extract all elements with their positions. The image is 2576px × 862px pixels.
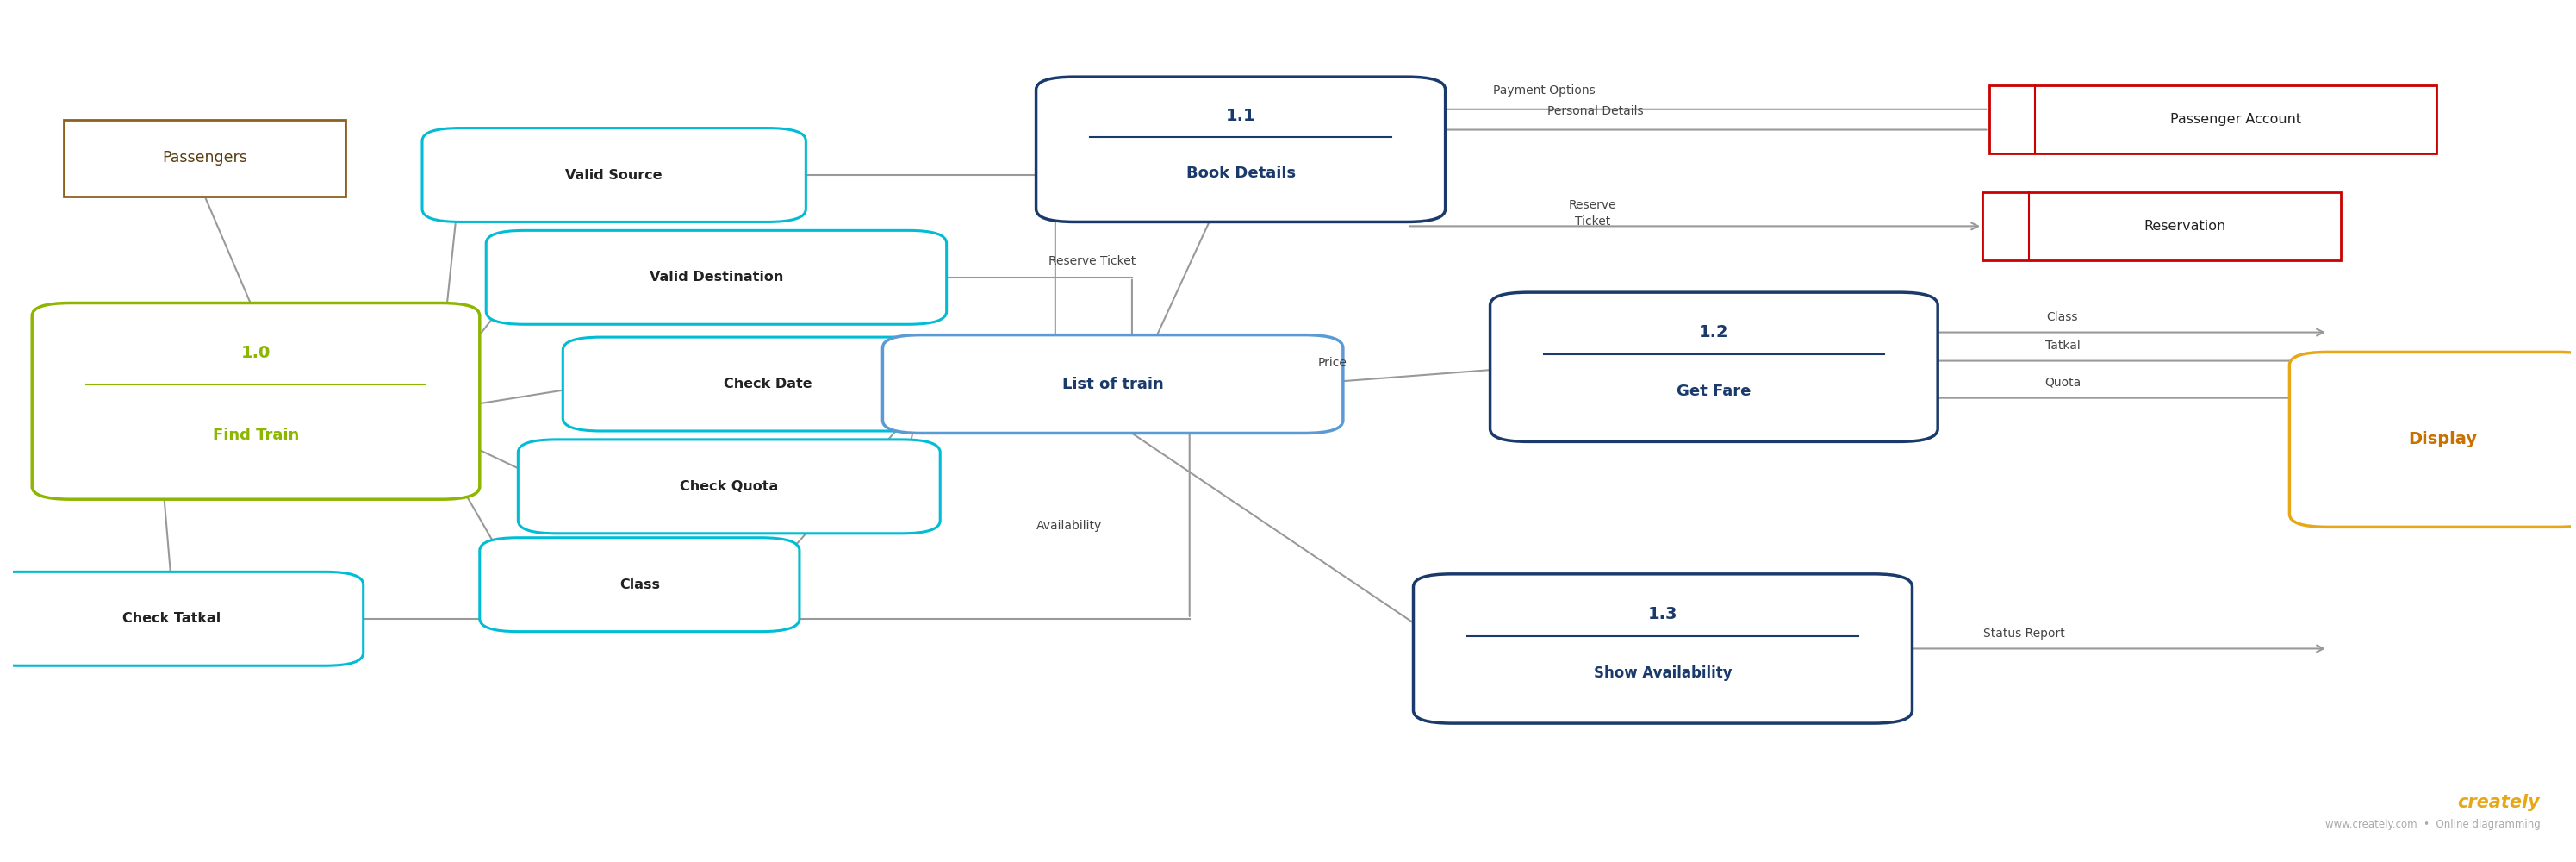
Text: Payment Options: Payment Options — [1494, 84, 1595, 97]
Text: Book Details: Book Details — [1185, 166, 1296, 181]
Text: Valid Destination: Valid Destination — [649, 271, 783, 284]
FancyBboxPatch shape — [422, 128, 806, 222]
FancyBboxPatch shape — [64, 120, 345, 197]
FancyBboxPatch shape — [518, 440, 940, 534]
Text: www.creately.com  •  Online diagramming: www.creately.com • Online diagramming — [2326, 819, 2540, 830]
FancyBboxPatch shape — [2290, 352, 2576, 527]
Text: 1.1: 1.1 — [1226, 108, 1255, 124]
FancyBboxPatch shape — [31, 303, 479, 499]
Text: Class: Class — [618, 578, 659, 591]
Text: Reserve Ticket: Reserve Ticket — [1048, 255, 1136, 267]
Text: Find Train: Find Train — [214, 428, 299, 443]
Text: 1.0: 1.0 — [242, 345, 270, 361]
Text: Personal Details: Personal Details — [1548, 105, 1643, 117]
Text: Show Availability: Show Availability — [1595, 665, 1731, 681]
FancyBboxPatch shape — [1989, 85, 2437, 153]
Text: Status Report: Status Report — [1984, 628, 2066, 640]
FancyBboxPatch shape — [884, 335, 1342, 433]
Text: List of train: List of train — [1061, 377, 1164, 392]
Text: Availability: Availability — [1036, 520, 1103, 532]
FancyBboxPatch shape — [487, 230, 945, 324]
Text: creately: creately — [2458, 794, 2540, 811]
FancyBboxPatch shape — [1984, 192, 2342, 260]
Text: Reservation: Reservation — [2143, 220, 2226, 233]
Text: Tatkal: Tatkal — [2045, 340, 2079, 352]
Text: Class: Class — [2048, 311, 2079, 323]
Text: Reserve: Reserve — [1569, 199, 1615, 211]
Text: Price: Price — [1316, 357, 1347, 369]
Text: Ticket: Ticket — [1574, 216, 1610, 228]
FancyBboxPatch shape — [0, 572, 363, 665]
Text: Check Tatkal: Check Tatkal — [121, 612, 222, 625]
FancyBboxPatch shape — [562, 337, 971, 431]
FancyBboxPatch shape — [1036, 77, 1445, 222]
Text: Display: Display — [2409, 431, 2478, 447]
FancyBboxPatch shape — [479, 538, 799, 632]
FancyBboxPatch shape — [1489, 292, 1937, 441]
Text: Valid Source: Valid Source — [567, 169, 662, 182]
Text: Passengers: Passengers — [162, 150, 247, 166]
Text: 1.3: 1.3 — [1649, 606, 1677, 622]
Text: Get Fare: Get Fare — [1677, 384, 1752, 399]
FancyBboxPatch shape — [1414, 574, 1911, 723]
Text: Check Quota: Check Quota — [680, 480, 778, 493]
Text: Passenger Account: Passenger Account — [2169, 113, 2300, 126]
Text: Quota: Quota — [2045, 377, 2081, 389]
Text: 1.2: 1.2 — [1700, 324, 1728, 340]
Text: Check Date: Check Date — [724, 378, 811, 390]
